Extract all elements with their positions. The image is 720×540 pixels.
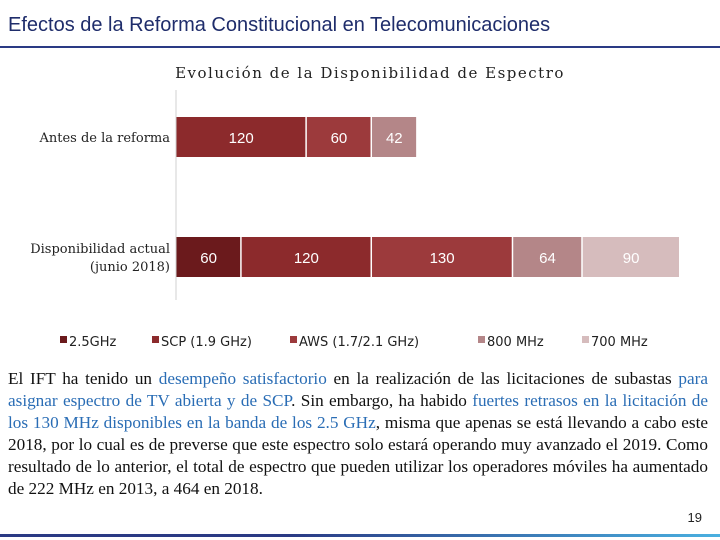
category-label: Antes de la reforma <box>38 131 170 146</box>
highlight-text-1: desempeño satisfactorio <box>158 369 327 388</box>
bar-segment <box>306 117 371 157</box>
body-text-1: El IFT ha tenido un <box>8 369 159 388</box>
chart-title: Evolución de la Disponibilidad de Espect… <box>175 64 565 82</box>
body-text-3: . Sin embargo, ha habido <box>291 391 473 410</box>
data-label: 60 <box>200 250 217 267</box>
bar-segment <box>372 117 417 157</box>
data-label: 120 <box>229 130 254 147</box>
data-label: 64 <box>539 250 556 267</box>
data-label: 60 <box>331 130 348 147</box>
bar-segment <box>513 237 582 277</box>
body-text-2: en la realización de las licitaciones de… <box>326 369 679 388</box>
bar-segment <box>372 237 512 277</box>
bar-segment <box>176 237 241 277</box>
legend-label: 700 MHz <box>591 335 648 350</box>
legend-swatch <box>290 336 297 343</box>
data-label: 130 <box>430 250 455 267</box>
footer-rule <box>0 534 720 537</box>
highlight-text-3: fuertes retrasos en la licitación de los… <box>8 391 709 432</box>
legend-swatch <box>152 336 159 343</box>
bar-segment <box>176 117 306 157</box>
body-text-4: , misma que apenas se está llevando a ca… <box>8 413 708 498</box>
data-label: 90 <box>623 250 640 267</box>
data-label: 42 <box>386 130 403 147</box>
title-divider <box>0 46 720 48</box>
legend-label: 2.5GHz <box>69 335 117 350</box>
legend-label: 800 MHz <box>487 335 544 350</box>
legend-swatch <box>478 336 485 343</box>
legend-label: SCP (1.9 GHz) <box>161 335 252 350</box>
bar-segment <box>582 237 679 277</box>
body-paragraph: El IFT ha tenido un desempeño satisfacto… <box>8 368 708 500</box>
spectrum-bar-chart: Antes de la reforma 120 60 42 Disponibilidad… <box>30 90 679 350</box>
data-label: 120 <box>294 250 319 267</box>
legend-label: AWS (1.7/2.1 GHz) <box>299 335 419 350</box>
page-number: 19 <box>687 510 702 525</box>
legend-swatch <box>60 336 67 343</box>
category-label: Disponibilidad actual (junio 2018) <box>30 242 170 275</box>
bar-segment <box>241 237 371 277</box>
legend-swatch <box>582 336 589 343</box>
highlight-text-2: para asignar espectro de TV abierta y de… <box>8 369 708 410</box>
slide-title: Efectos de la Reforma Constitucional en … <box>8 14 551 36</box>
